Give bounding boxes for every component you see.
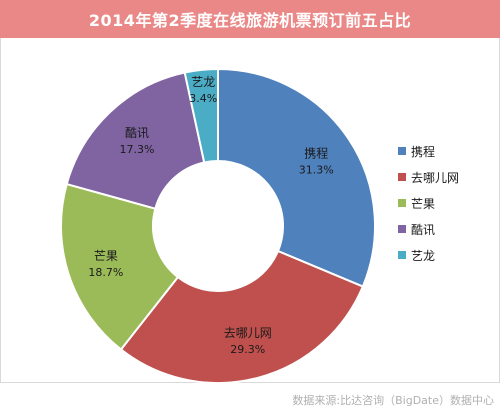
slice-4: [183, 67, 219, 164]
slice-3: [65, 71, 206, 210]
slice-value-label-0: 31.3%: [299, 164, 334, 177]
slice-0: [217, 67, 376, 288]
slice-name-label-1: 去哪儿网: [224, 326, 272, 340]
slice-2: [60, 182, 180, 351]
chart-title: 2014年第2季度在线旅游机票预订前五占比: [88, 11, 412, 30]
slices-group: [60, 67, 376, 384]
slice-value-label-4: 3.4%: [189, 92, 217, 105]
slice-labels-group: 携程 31.3% 去哪儿网 29.3% 芒果 18.7% 酷讯 17.3% 艺龙 3.4%: [88, 75, 333, 356]
title-bar: 2014年第2季度在线旅游机票预订前五占比: [0, 0, 500, 38]
legend-swatch-1: [398, 173, 406, 181]
source-note: 数据来源:比达咨询（BigDate）数据中心: [292, 394, 494, 407]
slice-value-label-1: 29.3%: [230, 343, 265, 356]
legend-label-4: 艺龙: [411, 249, 435, 263]
slice-name-label-4: 艺龙: [191, 75, 215, 89]
slice-name-label-2: 芒果: [94, 248, 118, 263]
slice-1: [119, 249, 365, 384]
legend-label-0: 携程: [411, 144, 435, 159]
slice-name-label-0: 携程: [304, 146, 328, 161]
legend-label-1: 去哪儿网: [411, 171, 459, 185]
legend-swatch-0: [398, 147, 406, 155]
legend-label-3: 酷讯: [411, 223, 435, 237]
legend-swatch-2: [398, 199, 406, 207]
legend-swatch-4: [398, 251, 406, 259]
legend-swatch-3: [398, 225, 406, 233]
slice-name-label-3: 酷讯: [125, 126, 149, 140]
legend-label-2: 芒果: [411, 196, 435, 211]
slice-value-label-3: 17.3%: [119, 143, 154, 156]
slice-value-label-2: 18.7%: [88, 266, 123, 279]
